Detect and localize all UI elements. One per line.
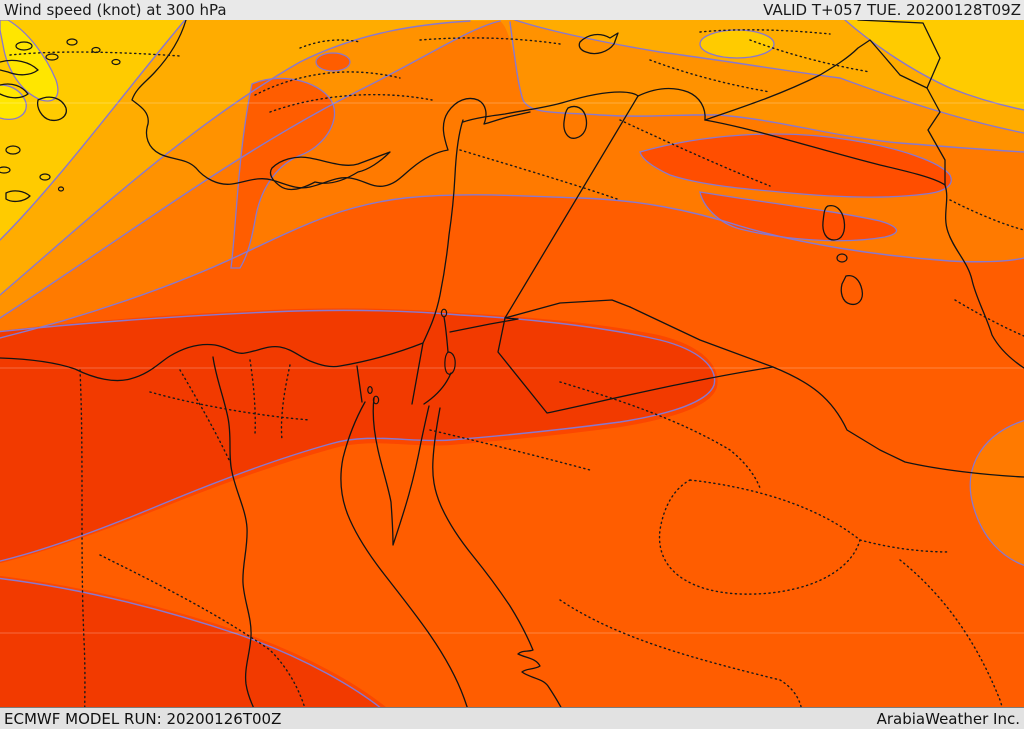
border-jordan-saudi: [497, 317, 774, 414]
admin-dotted-borders: [9, 29, 1024, 729]
border-iran-iraq: [704, 119, 1024, 369]
lake-van: [578, 32, 619, 55]
bitter-lake-1: [367, 386, 373, 395]
sinai-coastline: [372, 397, 430, 546]
band-base-pocket-anatolia: [315, 52, 351, 72]
lake-habbaniyah: [836, 253, 848, 263]
credit-label: ArabiaWeather Inc.: [876, 710, 1020, 728]
country-borders: [411, 19, 1024, 478]
border-syria-iraq: [504, 95, 639, 319]
border-armenia-iran: [926, 87, 946, 186]
border-turkey-caucasus: [704, 19, 941, 121]
bitter-lake-2: [372, 395, 380, 405]
border-jordan-syria: [449, 317, 519, 333]
lake-tharthar: [822, 204, 846, 241]
band-mid-lobe-east: [969, 420, 1024, 566]
island-3: [66, 38, 78, 46]
jordan-river: [443, 316, 449, 353]
band-gold-pocket: [699, 29, 775, 59]
border-israel-jordan: [423, 372, 452, 405]
island-5: [111, 58, 121, 66]
band-gold-east: [845, 20, 1024, 110]
border-turkey-iraq-iran: [637, 87, 706, 121]
island-rhodes: [39, 173, 51, 181]
band-deep-swoosh-upper: [639, 133, 952, 198]
island-crete: [5, 190, 31, 203]
border-iraq-saudi: [629, 306, 1024, 478]
island-lesbos: [36, 96, 67, 122]
island-8: [57, 186, 65, 192]
border-egypt-israel: [411, 342, 424, 405]
header-bar: Wind speed (knot) at 300 hPa VALID T+057…: [0, 0, 1024, 20]
cyprus-coastline: [269, 151, 391, 191]
band-yellow-patch-1: [0, 19, 59, 102]
valid-time-label: VALID T+057 TUE. 20200128T09Z: [763, 1, 1021, 19]
band-yellow-patch-2: [0, 84, 27, 120]
saudi-red-sea-coast: [432, 407, 571, 729]
levant-egypt-coastline: [0, 119, 464, 382]
island-1: [15, 41, 33, 51]
island-7: [0, 166, 11, 174]
nile-river: [212, 356, 255, 710]
turkey-coastline: [131, 19, 531, 189]
lake-razzaza: [840, 274, 864, 306]
greek-peninsula-2: [0, 83, 29, 99]
band-base-blob-cyprus: [230, 77, 336, 269]
graticule-lines: [0, 102, 1024, 634]
lake-urmia: [563, 105, 588, 139]
suez-canal: [356, 365, 363, 403]
island-6: [5, 145, 21, 155]
island-2: [45, 53, 59, 61]
dead-sea: [444, 351, 456, 375]
border-turkey-syria: [462, 91, 639, 123]
band-red-core: [0, 309, 716, 562]
model-run-label: ECMWF MODEL RUN: 20200126T00Z: [4, 710, 282, 728]
footer-bar: ECMWF MODEL RUN: 20200126T00Z ArabiaWeat…: [0, 707, 1024, 729]
border-jordan-iraq-hiccup: [504, 299, 631, 319]
contour-lines: [0, 19, 1024, 339]
map-title: Wind speed (knot) at 300 hPa: [4, 1, 227, 19]
greek-peninsula-1: [0, 59, 39, 76]
egypt-red-sea-coast: [340, 401, 474, 729]
coastlines: [0, 19, 864, 729]
